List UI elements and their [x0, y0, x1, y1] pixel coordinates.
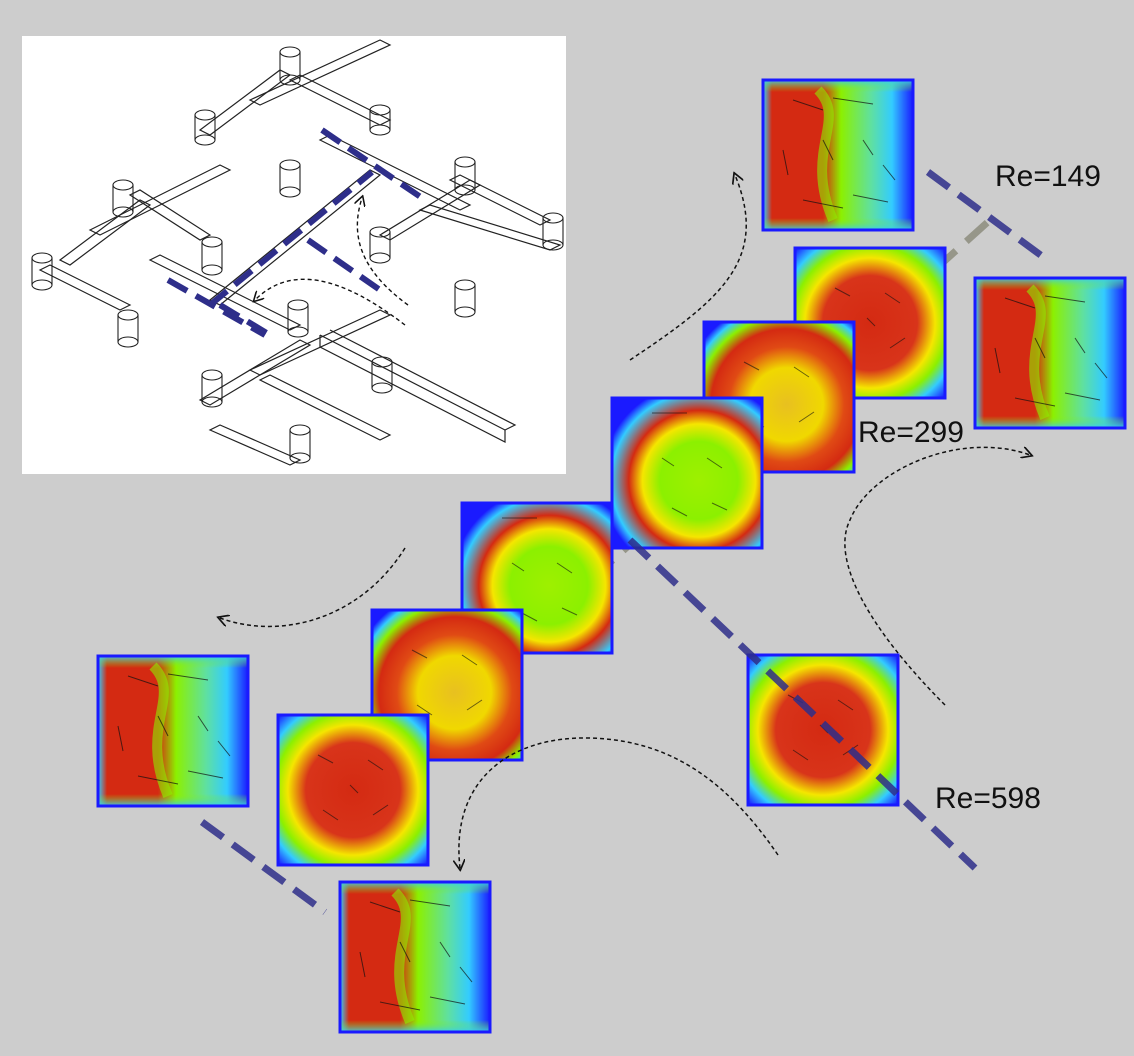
- panel-re598-center: [610, 396, 764, 550]
- flow-arrow-top-left: [629, 175, 747, 361]
- panel-low-center-c: [276, 713, 430, 867]
- panel-re149-outlet-right: [975, 278, 1125, 428]
- inset-flow-arrow-left: [255, 278, 406, 326]
- label-re-149: Re=149: [995, 160, 1101, 193]
- inset-cut-line-top: [320, 127, 427, 203]
- cut-line-re149: [925, 169, 1053, 265]
- panel-low-outlet-left: [98, 656, 248, 806]
- label-re-598: Re=598: [935, 782, 1041, 815]
- panel-low-outlet-bottom: [340, 882, 490, 1032]
- inset-flow-arrow-up: [357, 198, 409, 306]
- cut-line-re598: [627, 537, 978, 871]
- channel-network-inset: [22, 36, 566, 474]
- inset-cut-line-main: [208, 169, 374, 308]
- cut-line-bottom-left: [199, 819, 328, 915]
- panel-re149-outlet-top: [763, 80, 913, 230]
- flow-arrow-bottom: [459, 737, 779, 868]
- flow-arrow-right: [844, 447, 1030, 706]
- label-re-299: Re=299: [858, 416, 964, 449]
- inset-cut-line-left: [166, 277, 267, 338]
- inset-cut-line-bottom-left: [218, 302, 272, 338]
- inset-cut-line-middle: [306, 237, 382, 293]
- flow-arrow-left: [220, 547, 406, 628]
